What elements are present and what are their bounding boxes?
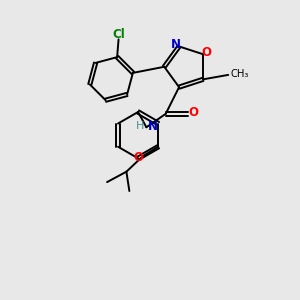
Text: N: N [148,120,158,133]
Text: Cl: Cl [112,28,125,41]
Text: O: O [134,151,144,164]
Text: CH₃: CH₃ [230,69,249,79]
Text: O: O [202,46,212,59]
Text: O: O [188,106,198,119]
Text: N: N [170,38,181,51]
Text: H: H [136,121,144,131]
